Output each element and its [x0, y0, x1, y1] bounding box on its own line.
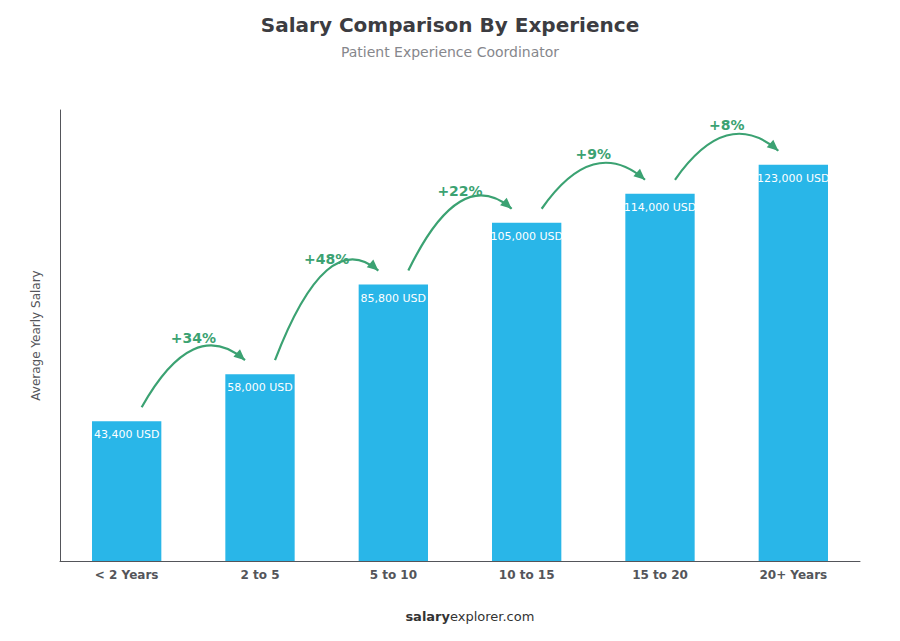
svg-text:Average Yearly Salary: Average Yearly Salary: [29, 270, 43, 400]
svg-text:+9%: +9%: [576, 146, 612, 162]
svg-text:+34%: +34%: [171, 330, 216, 346]
svg-text:< 2 Years: < 2 Years: [95, 568, 159, 582]
svg-text:5 to 10: 5 to 10: [370, 568, 417, 582]
svg-text:Salary Comparison By Experienc: Salary Comparison By Experience: [261, 13, 639, 37]
svg-text:85,800 USD: 85,800 USD: [361, 292, 427, 305]
svg-text:58,000 USD: 58,000 USD: [227, 381, 293, 394]
svg-text:explorer.com: explorer.com: [450, 609, 534, 624]
svg-text:105,000 USD: 105,000 USD: [490, 230, 563, 243]
svg-text:+8%: +8%: [709, 117, 745, 133]
svg-text:Patient Experience Coordinator: Patient Experience Coordinator: [341, 44, 559, 60]
svg-text:15 to 20: 15 to 20: [632, 568, 688, 582]
svg-text:10 to 15: 10 to 15: [499, 568, 555, 582]
svg-text:+48%: +48%: [304, 251, 349, 267]
svg-text:salary: salary: [405, 609, 450, 624]
svg-text:114,000 USD: 114,000 USD: [624, 201, 697, 214]
svg-text:20+ Years: 20+ Years: [759, 568, 827, 582]
svg-text:+22%: +22%: [437, 183, 482, 199]
svg-text:123,000 USD: 123,000 USD: [757, 172, 830, 185]
svg-text:43,400 USD: 43,400 USD: [94, 428, 160, 441]
svg-text:2 to 5: 2 to 5: [240, 568, 279, 582]
